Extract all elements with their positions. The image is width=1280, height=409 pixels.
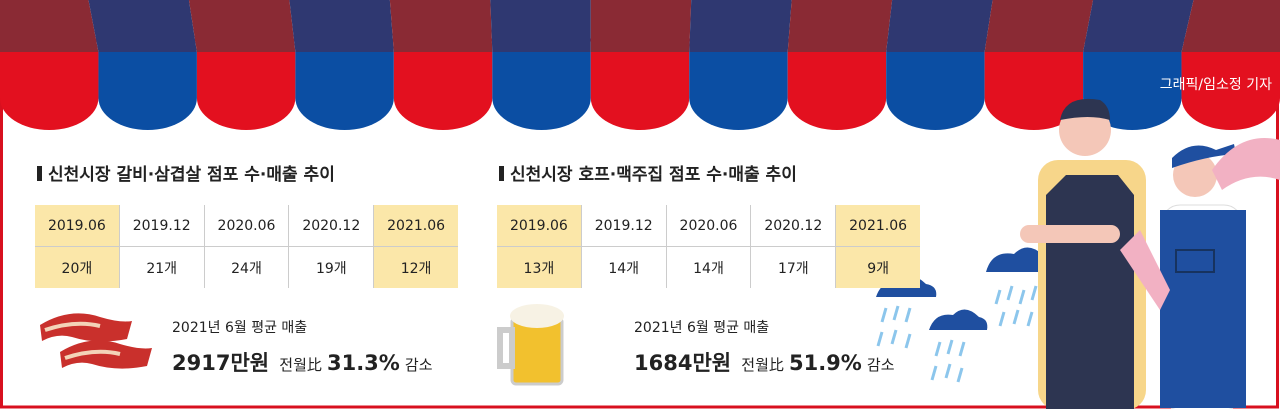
awning-stripe [1083, 0, 1194, 52]
table-cell: 12개 [373, 246, 458, 288]
awning-stripe [1181, 0, 1280, 52]
table-row: 13개 14개 14개 17개 9개 [497, 246, 920, 288]
sales-percent: 31.3% [326, 351, 400, 375]
sales-change: 감소 [866, 356, 895, 374]
awning-stripe [886, 0, 993, 52]
awning-stripe [590, 0, 692, 52]
table-cell: 14개 [665, 246, 751, 288]
table: 2019.06 2019.12 2020.06 2020.12 2021.06 13개 14… [497, 205, 920, 288]
people-illustration [1020, 98, 1280, 409]
awning-stripe [0, 0, 99, 52]
table-cell: 2021.06 [835, 205, 920, 247]
awning-stripe [689, 52, 788, 130]
bacon-icon [40, 313, 152, 369]
sales-line: 1684만원 전월比 51.9% 감소 [634, 347, 895, 377]
table: 2019.06 2019.12 2020.06 2020.12 2021.06 20개 21… [35, 205, 458, 288]
beer-icon [497, 304, 564, 386]
sales-amount: 2917만원 [172, 351, 270, 375]
awning-stripe [389, 0, 493, 52]
table-cell: 19개 [288, 246, 374, 288]
awning-stripe [1181, 52, 1280, 130]
awning-stripe [196, 52, 296, 130]
table-cell: 2020.12 [288, 205, 374, 247]
table-cell: 2020.12 [750, 205, 836, 247]
awning-stripe [188, 0, 296, 52]
table-cell: 9개 [835, 246, 920, 288]
credit: 그래픽/임소정 기자 [1159, 77, 1272, 93]
awning-stripe [393, 52, 493, 130]
table-cell: 13개 [497, 246, 582, 288]
awning-stripe [492, 52, 591, 130]
section-title: 신천시장 갈비·삼겹살 점포 수·매출 추이 [37, 160, 465, 185]
sales-percent: 51.9% [788, 351, 862, 375]
section: 신천시장 호프·맥주집 점포 수·매출 추이 2019.06 2019.12 2020… [497, 160, 927, 375]
awning-stripe [590, 52, 690, 130]
table-cell: 2019.12 [118, 205, 205, 247]
awning-stripe [289, 0, 394, 52]
awning-stripe [787, 0, 893, 52]
awning-stripe [0, 52, 99, 130]
awning-stripe [886, 52, 985, 130]
table-cell: 2019.06 [497, 205, 582, 247]
section: 신천시장 갈비·삼겹살 점포 수·매출 추이 2019.06 2019.12 2020… [35, 160, 465, 375]
sales-change: 감소 [404, 356, 433, 374]
awning-stripe [490, 0, 591, 52]
table-cell: 14개 [580, 246, 667, 288]
sales: 2021년 6월 평균 매출 2917만원 전월比 31.3% 감소 [172, 317, 433, 377]
sales-label: 2021년 6월 평균 매출 [634, 320, 770, 336]
sales-amount: 1684만원 [634, 351, 732, 375]
table-cell: 21개 [118, 246, 205, 288]
sales-label: 2021년 6월 평균 매출 [172, 320, 308, 336]
table-cell: 2020.06 [203, 205, 289, 247]
awning-stripe [88, 0, 197, 52]
table-row: 20개 21개 24개 19개 12개 [35, 246, 458, 288]
awning-stripe [689, 0, 792, 52]
table-cell: 2020.06 [665, 205, 751, 247]
table-cell: 2021.06 [373, 205, 458, 247]
awning-stripe [984, 52, 1084, 130]
table-row: 2019.06 2019.12 2020.06 2020.12 2021.06 [497, 205, 920, 247]
table-cell: 2019.12 [580, 205, 667, 247]
table-cell: 17개 [750, 246, 836, 288]
sales-compare: 전월比 [279, 356, 322, 374]
sales: 2021년 6월 평균 매출 1684만원 전월比 51.9% 감소 [634, 317, 895, 377]
awning-stripe [787, 52, 887, 130]
sales-line: 2917만원 전월比 31.3% 감소 [172, 347, 433, 377]
sales-compare: 전월比 [741, 356, 784, 374]
table-row: 2019.06 2019.12 2020.06 2020.12 2021.06 [35, 205, 458, 247]
table-cell: 24개 [203, 246, 289, 288]
table-cell: 2019.06 [35, 205, 120, 247]
awning-stripe [295, 52, 394, 130]
table-cell: 20개 [35, 246, 120, 288]
awning-stripe [984, 0, 1094, 52]
section-title: 신천시장 호프·맥주집 점포 수·매출 추이 [499, 160, 927, 185]
awning-stripe [98, 52, 197, 130]
